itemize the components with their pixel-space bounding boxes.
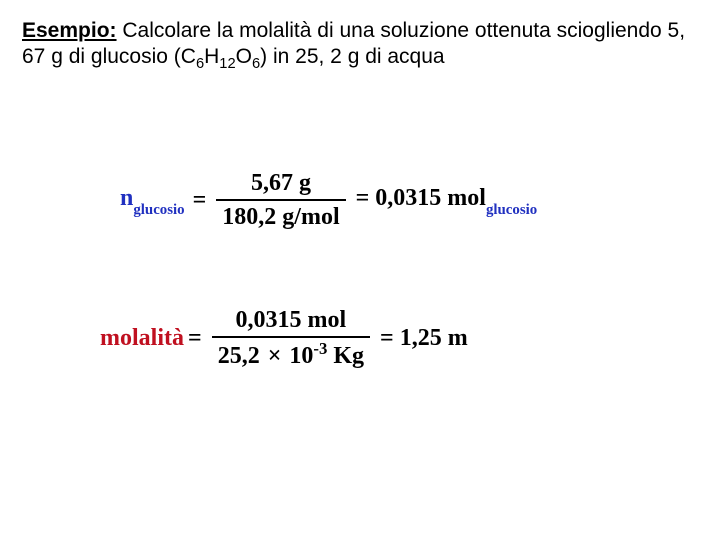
eq2-lhs: molalità <box>100 325 184 352</box>
problem-mid-1: H <box>204 45 219 68</box>
eq1-fraction-bar <box>216 199 345 201</box>
equation-moles: nglucosio = 5,67 g 180,2 g/mol = 0,0315 … <box>120 168 537 232</box>
eq2-fraction-bar <box>212 336 370 338</box>
eq1-lhs: nglucosio <box>120 185 185 216</box>
eq1-lhs-sub: glucosio <box>133 202 184 218</box>
eq2-den-b: 10 <box>289 343 313 369</box>
problem-sub-2: 12 <box>219 56 235 72</box>
eq2-rhs: = 1,25 m <box>380 325 468 352</box>
eq1-denominator: 180,2 g/mol <box>216 202 345 232</box>
eq2-equals-1: = <box>188 325 202 352</box>
eq1-rhs-value: = 0,0315 mol <box>356 185 486 211</box>
problem-sub-1: 6 <box>196 56 204 72</box>
problem-mid-2: O <box>236 45 252 68</box>
eq1-rhs-sub: glucosio <box>486 202 537 218</box>
problem-label: Esempio: <box>22 19 117 42</box>
eq2-fraction: 0,0315 mol 25,2 × 10-3 Kg <box>212 305 370 371</box>
equation-molality: molalità = 0,0315 mol 25,2 × 10-3 Kg = 1… <box>100 305 468 371</box>
eq2-numerator: 0,0315 mol <box>230 305 353 335</box>
problem-statement: Esempio: Calcolare la molalità di una so… <box>22 18 698 74</box>
problem-text-2: ) in 25, 2 g di acqua <box>260 45 444 68</box>
eq1-lhs-base: n <box>120 185 133 211</box>
eq1-rhs: = 0,0315 molglucosio <box>356 185 538 216</box>
eq2-den-unit: Kg <box>327 343 364 369</box>
eq1-fraction: 5,67 g 180,2 g/mol <box>216 168 345 232</box>
eq2-den-exp: -3 <box>313 339 327 358</box>
eq2-den-times: × <box>268 343 282 369</box>
eq1-equals-1: = <box>193 187 207 214</box>
eq2-den-a: 25,2 <box>218 343 260 369</box>
eq1-numerator: 5,67 g <box>245 168 317 198</box>
eq2-denominator: 25,2 × 10-3 Kg <box>212 339 370 371</box>
problem-sub-3: 6 <box>252 56 260 72</box>
